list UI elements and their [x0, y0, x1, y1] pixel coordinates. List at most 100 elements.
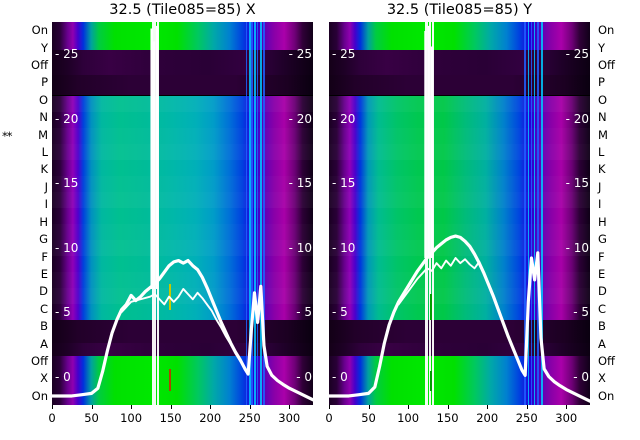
category-tick-o-4: O: [38, 92, 48, 107]
y-tick-0: - 0: [55, 369, 71, 384]
marker-tick: [430, 294, 433, 320]
y-tick-5: - 5: [332, 305, 348, 320]
marker-tick: [169, 368, 171, 391]
x-tick-label-50: 50: [84, 411, 99, 425]
x-tick-mark: [526, 405, 528, 409]
artifact-column: [248, 22, 251, 405]
x-tick-mark: [408, 405, 410, 409]
y-tick-25: - 25: [332, 47, 356, 62]
heat-band-bottom-bright: [52, 355, 313, 405]
category-tick-h-11: H: [39, 214, 48, 229]
x-tick-label-250: 250: [238, 411, 261, 425]
category-axis-right: On Y Off P O N M L K J I H G F E D C B A Off X On: [592, 22, 640, 405]
category-tick-off-2: Off: [598, 58, 615, 73]
artifact-column: [256, 22, 259, 405]
artifact-column: [540, 22, 543, 405]
category-tick-p-3: P: [41, 75, 48, 90]
x-tick-label-0: 0: [48, 411, 56, 425]
category-tick-y-1: Y: [598, 40, 606, 55]
x-tick-label-300: 300: [278, 411, 301, 425]
category-axis-left: On Y Off P O N M ** L K J I H G F E D C B A Off X On: [2, 22, 50, 405]
category-tick-off-2: Off: [31, 58, 48, 73]
marker-tick: [430, 371, 433, 391]
heat-notch-1: [52, 319, 313, 344]
x-tick-mark: [52, 405, 53, 409]
y-tick-20: - 20: [55, 111, 79, 126]
y-tick-0: - 0: [573, 369, 589, 384]
heat-band-bottom-bright: [329, 355, 590, 405]
y-tick-20: - 20: [288, 111, 312, 126]
y-tick-5: - 5: [296, 305, 312, 320]
category-tick-x-20: X: [598, 371, 606, 386]
category-tick-i-10: I: [598, 197, 602, 212]
category-tick-g-12: G: [39, 232, 48, 247]
panel-title-right: 32.5 (Tile085=85) Y: [386, 2, 533, 18]
x-tick-label-200: 200: [476, 411, 499, 425]
x-tick-mark: [487, 405, 489, 409]
category-tick-on-0: On: [31, 23, 48, 38]
category-tick-l-7: L: [41, 145, 48, 160]
heat-band-top-bright: [329, 22, 590, 51]
x-axis-right: 0 50 100 150 200 250 300: [325, 405, 590, 439]
category-tick-n-5: N: [39, 110, 48, 125]
y-tick-10: - 10: [565, 240, 589, 255]
heat-band-main: [52, 95, 313, 320]
artifact-column: [263, 22, 265, 405]
heatmap-image-right: [329, 22, 590, 405]
category-tick-on-21: On: [598, 388, 615, 403]
y-tick-20: - 20: [332, 111, 356, 126]
x-tick-mark: [447, 405, 449, 409]
x-tick-mark: [289, 405, 291, 409]
y-tick-10: - 10: [55, 240, 79, 255]
category-tick-b-17: B: [40, 319, 48, 334]
heatmap-panel-right[interactable]: - 0 - 5 - 10 - 15 - 20 - 25 - 0 - 5 - 10 - 15 - 20…: [329, 22, 590, 405]
category-tick-d-15: D: [598, 284, 607, 299]
profile-trace: [397, 257, 519, 360]
profile-trace: [120, 287, 242, 363]
category-tick-y-1: Y: [40, 40, 48, 55]
x-tick-label-50: 50: [361, 411, 376, 425]
y-tick-25: - 25: [565, 47, 589, 62]
category-tick-on-0: On: [598, 23, 615, 38]
category-tick-i-10: I: [44, 197, 48, 212]
x-tick-label-250: 250: [515, 411, 538, 425]
profile-trace: [329, 234, 590, 403]
heat-band-top-bright: [52, 22, 313, 51]
y-tick-20: - 20: [565, 111, 589, 126]
category-tick-g-12: G: [598, 232, 607, 247]
artifact-column: [254, 22, 257, 405]
x-tick-label-300: 300: [555, 411, 578, 425]
category-marker-star: **: [2, 128, 12, 143]
heat-notch-0: [52, 74, 313, 96]
category-tick-a-18: A: [598, 336, 606, 351]
x-tick-mark: [170, 405, 172, 409]
profile-traces-right: [329, 25, 590, 403]
x-tick-label-0: 0: [325, 411, 333, 425]
x-axis-left: 0 50 100 150 200 250 300: [48, 405, 313, 439]
heatmap-image-left: [52, 22, 313, 405]
heat-band-main: [329, 95, 590, 320]
x-tick-label-200: 200: [199, 411, 222, 425]
y-tick-5: - 5: [573, 305, 589, 320]
category-tick-l-7: L: [598, 145, 605, 160]
x-tick-mark: [91, 405, 93, 409]
category-tick-f-13: F: [41, 249, 48, 264]
y-tick-15: - 15: [55, 176, 79, 191]
profile-trace: [52, 258, 313, 402]
x-tick-mark: [329, 405, 330, 409]
y-tick-25: - 25: [55, 47, 79, 62]
x-tick-label-150: 150: [159, 411, 182, 425]
y-tick-15: - 15: [565, 176, 589, 191]
panel-title-left: 32.5 (Tile085=85) X: [109, 2, 256, 18]
category-tick-j-9: J: [44, 179, 48, 194]
x-tick-label-150: 150: [436, 411, 459, 425]
y-tick-25: - 25: [288, 47, 312, 62]
heatmap-panel-left[interactable]: - 0 - 5 - 10 - 15 - 20 - 25 - 0 - 5 - 10 - 15 - 20…: [52, 22, 313, 405]
artifact-column: [260, 22, 262, 405]
x-tick-mark: [210, 405, 212, 409]
x-tick-label-100: 100: [397, 411, 420, 425]
category-tick-m-6: M: [38, 127, 48, 142]
y-tick-0: - 0: [332, 369, 348, 384]
x-tick-mark: [368, 405, 370, 409]
y-tick-10: - 10: [332, 240, 356, 255]
